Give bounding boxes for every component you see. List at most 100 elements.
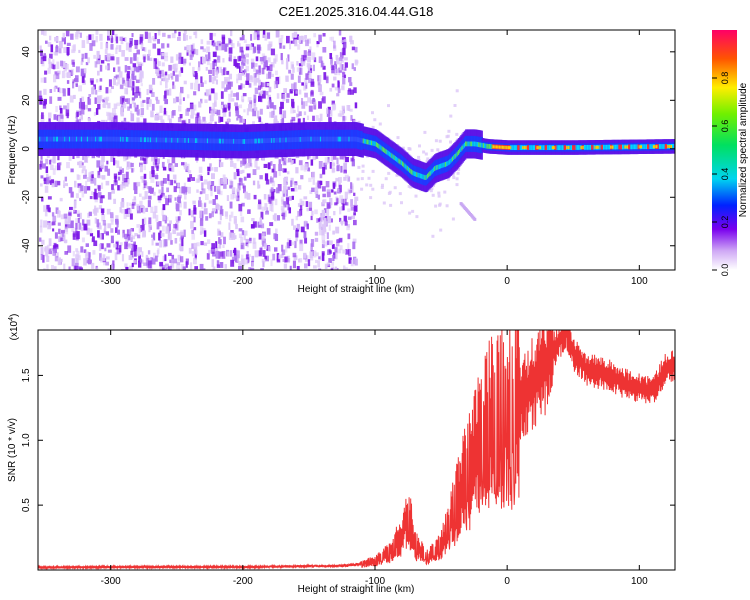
noise-speck: [312, 99, 316, 104]
noise-speck: [81, 40, 86, 49]
noise-speck: [88, 172, 92, 179]
noise-speck: [81, 237, 85, 243]
y-tick-label: -20: [21, 190, 32, 205]
noise-speck: [153, 191, 156, 196]
noise-speck: [73, 200, 77, 209]
noise-speck: [341, 85, 345, 90]
noise-speck: [286, 98, 290, 103]
noise-speck: [193, 242, 198, 250]
noise-speck: [206, 253, 210, 260]
noise-speck: [342, 72, 346, 77]
noise-speck: [213, 33, 217, 37]
noise-speck: [236, 92, 239, 101]
noise-speck: [68, 69, 71, 73]
noise-speck: [159, 240, 163, 248]
noise-speck: [112, 30, 115, 36]
noise-speck: [217, 228, 220, 236]
noise-speck: [184, 35, 188, 41]
noise-speck: [226, 70, 230, 75]
spectrogram-field: [38, 30, 675, 270]
noise-speck: [307, 154, 310, 160]
noise-speck: [180, 67, 184, 73]
noise-speck: [58, 228, 61, 235]
noise-speck: [354, 196, 359, 201]
noise-speck: [329, 218, 333, 223]
noise-speck: [431, 234, 435, 238]
noise-speck: [446, 177, 450, 181]
noise-speck: [248, 105, 252, 111]
noise-speck: [57, 96, 62, 101]
noise-speck: [258, 79, 261, 85]
noise-speck: [121, 77, 125, 84]
noise-speck: [300, 175, 304, 180]
noise-speck: [244, 258, 249, 265]
noise-speck: [242, 158, 245, 166]
noise-speck: [157, 39, 160, 44]
noise-speck: [208, 180, 212, 184]
noise-speck: [123, 178, 128, 183]
noise-speck: [296, 67, 300, 72]
noise-speck: [216, 260, 220, 266]
noise-speck: [310, 215, 313, 221]
noise-speck: [242, 83, 246, 89]
noise-speck: [436, 148, 440, 152]
noise-speck: [322, 65, 326, 70]
noise-speck: [120, 201, 125, 208]
colorbar-tick-label: 0.0: [720, 264, 730, 277]
noise-speck: [263, 194, 267, 200]
noise-speck: [166, 43, 170, 48]
noise-speck: [98, 243, 102, 251]
noise-speck: [134, 233, 138, 237]
noise-speck: [52, 168, 56, 175]
noise-speck: [203, 242, 208, 246]
noise-speck: [66, 42, 71, 46]
noise-speck: [98, 185, 101, 192]
noise-speck: [387, 104, 390, 108]
noise-speck: [251, 62, 255, 69]
noise-speck: [308, 177, 312, 183]
noise-speck: [175, 261, 180, 270]
noise-speck: [88, 252, 91, 260]
noise-speck: [242, 118, 245, 124]
noise-speck: [125, 88, 129, 95]
noise-speck: [338, 57, 343, 61]
noise-speck: [171, 32, 176, 39]
noise-speck: [139, 200, 143, 209]
noise-speck: [295, 233, 298, 242]
noise-speck: [143, 165, 147, 171]
noise-speck: [304, 78, 308, 85]
noise-speck: [200, 119, 204, 128]
noise-speck: [283, 185, 287, 194]
noise-speck: [80, 115, 83, 120]
noise-speck: [80, 226, 84, 232]
noise-speck: [205, 216, 209, 221]
noise-speck: [277, 184, 282, 192]
noise-speck: [178, 31, 181, 37]
noise-speck: [82, 219, 85, 226]
noise-speck: [343, 215, 347, 222]
noise-speck: [53, 74, 57, 83]
noise-speck: [126, 202, 129, 207]
noise-speck: [60, 114, 64, 119]
noise-speck: [268, 196, 272, 204]
noise-speck: [322, 167, 326, 175]
noise-speck: [136, 66, 140, 73]
noise-speck: [342, 249, 346, 254]
colorbar-ticks: 0.00.20.40.60.8: [712, 72, 730, 277]
noise-speck: [191, 177, 195, 181]
noise-speck: [44, 247, 47, 252]
noise-speck: [105, 261, 109, 266]
noise-speck: [455, 183, 459, 187]
noise-speck: [291, 116, 296, 121]
noise-speck: [253, 73, 256, 78]
noise-speck: [101, 213, 106, 222]
noise-speck: [83, 186, 88, 194]
noise-speck: [223, 236, 226, 245]
noise-speck: [224, 87, 228, 92]
noise-speck: [160, 75, 163, 79]
noise-speck: [116, 102, 121, 107]
noise-speck: [113, 115, 118, 123]
noise-speck: [281, 244, 284, 252]
noise-speck: [284, 256, 289, 262]
noise-speck: [125, 42, 130, 51]
